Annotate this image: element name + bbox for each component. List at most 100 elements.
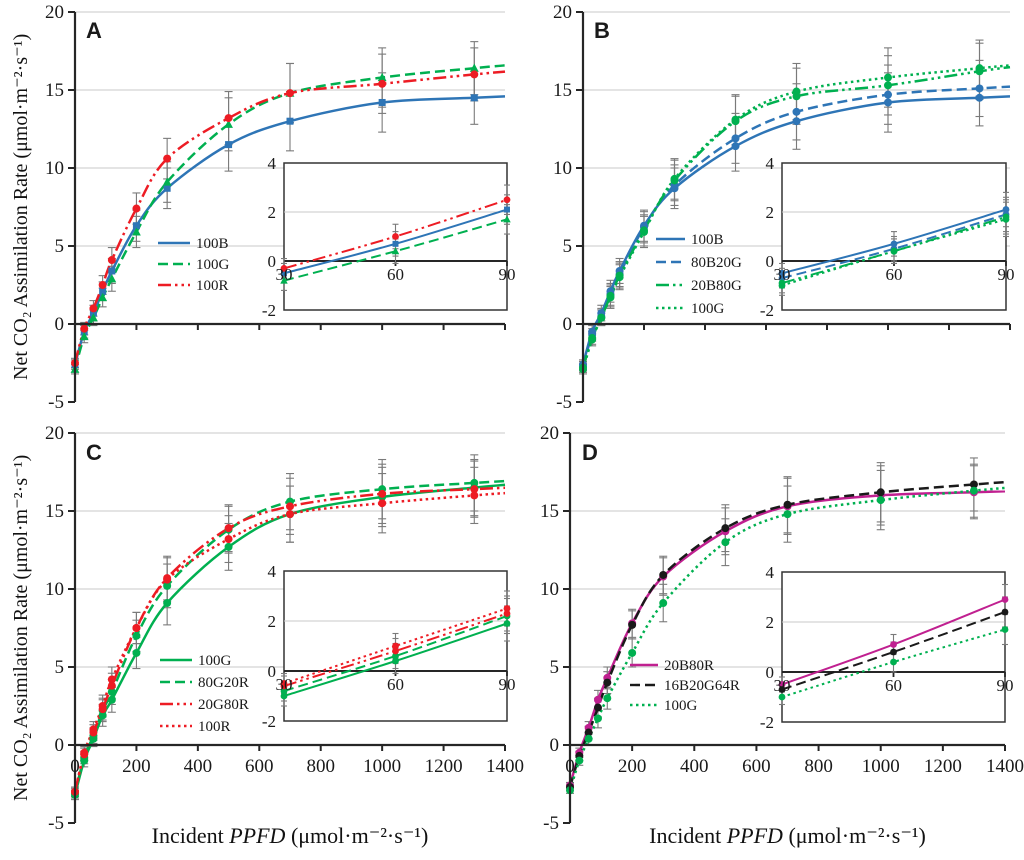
inset-y-tick-label: 0	[766, 663, 775, 682]
data-point-marker	[392, 642, 399, 650]
data-point-marker	[378, 79, 387, 88]
data-point-marker	[884, 73, 892, 82]
data-point-marker	[163, 581, 172, 590]
data-point-marker	[783, 510, 792, 519]
x-tick-label: 600	[245, 756, 274, 777]
data-point-marker	[975, 64, 984, 73]
y-tick-label: -5	[48, 392, 64, 413]
data-point-marker	[876, 496, 885, 505]
data-point-marker	[975, 84, 984, 93]
data-point-marker	[132, 624, 141, 632]
x-tick-label: 1000	[363, 756, 401, 777]
x-tick-label: 800	[804, 756, 833, 777]
data-point-marker	[107, 675, 116, 684]
legend-label-80B20G: 80B20G	[691, 255, 742, 271]
data-point-marker	[597, 313, 606, 322]
inset-y-tick-label: -2	[760, 713, 774, 732]
legend-label-80G20R: 80G20R	[198, 675, 249, 691]
inset-y-tick-label: -2	[262, 712, 276, 731]
data-point-marker	[162, 177, 172, 186]
y-tick-label: 15	[45, 80, 64, 101]
data-point-marker	[163, 154, 172, 163]
inset-x-tick-label: 60	[886, 265, 903, 284]
data-point-marker	[224, 114, 233, 123]
x-tick-label: 1400	[486, 756, 524, 777]
data-point-marker	[470, 478, 479, 487]
x-axis-label-panel-c: Incident PPFD (μmol·m⁻²·s⁻¹)	[75, 823, 505, 849]
inset-y-tick-label: 0	[766, 252, 775, 271]
y-tick-label: 10	[553, 158, 572, 179]
inset-x-tick-label: 90	[997, 676, 1014, 695]
y-tick-label: 5	[563, 236, 573, 257]
legend-label-100G: 100G	[196, 257, 230, 273]
data-point-marker	[1001, 626, 1009, 633]
legend-label-100G: 100G	[691, 301, 725, 317]
curve-100R	[73, 70, 506, 364]
data-point-marker	[792, 87, 801, 96]
legend-label-16B20G64R: 16B20G64R	[664, 678, 740, 694]
data-point-marker	[1001, 608, 1009, 616]
y-tick-label: 20	[540, 423, 559, 444]
data-point-marker	[107, 274, 117, 283]
data-point-marker	[778, 686, 786, 693]
inset-y-tick-label: 2	[766, 613, 775, 632]
inset-x-tick-label: 30	[774, 265, 791, 284]
data-point-marker	[615, 273, 624, 282]
data-point-marker	[628, 620, 637, 629]
data-point-marker	[470, 485, 479, 494]
data-point-marker	[588, 335, 597, 344]
inset-y-tick-label: 0	[268, 662, 277, 681]
data-point-marker	[593, 703, 602, 712]
inset-curve-100G	[781, 628, 1006, 698]
legend-label-20G80R: 20G80R	[198, 697, 249, 713]
y-tick-label: 0	[563, 314, 573, 335]
data-point-marker	[378, 489, 387, 498]
inset-y-tick-label: 4	[268, 154, 277, 173]
data-point-marker	[884, 98, 892, 107]
panel-letter-B: B	[594, 18, 610, 43]
y-axis-label-bottom-row: Net CO₂ Assimilation Rate (μmol·m⁻²·s⁻¹)	[10, 454, 32, 802]
panel-B-inset: -2 0 2 4 30 60 90	[760, 154, 1015, 320]
inset-x-tick-label: 90	[499, 265, 516, 284]
data-point-marker	[163, 575, 172, 584]
panel-D-inset: -2 0 2 4 30 60 90	[760, 563, 1014, 732]
inset-x-tick-label: 60	[387, 675, 404, 694]
data-point-marker	[89, 309, 97, 317]
data-point-marker	[470, 94, 478, 102]
data-point-marker	[876, 488, 885, 497]
data-point-marker	[107, 695, 116, 704]
data-point-marker	[107, 681, 116, 690]
inset-y-tick-label: 2	[766, 203, 775, 222]
data-point-marker	[603, 694, 612, 703]
data-point-marker	[1002, 215, 1010, 223]
data-point-marker	[98, 281, 107, 289]
data-point-marker	[392, 647, 399, 655]
panel-A-legend: 100B 100G 100R	[158, 236, 230, 294]
data-point-marker	[286, 510, 294, 519]
panel-C-inset: -2 0 2 4 30 60 90	[262, 562, 516, 731]
data-point-marker	[225, 141, 233, 149]
data-point-marker	[224, 119, 233, 128]
data-point-marker	[280, 680, 288, 687]
inset-y-tick-label: 2	[268, 612, 277, 631]
legend-label-100G: 100G	[664, 698, 698, 714]
legend-label-100B: 100B	[691, 232, 724, 248]
markers-100G	[566, 486, 978, 795]
legend-label-100G: 100G	[198, 653, 232, 669]
data-point-marker	[778, 274, 786, 282]
y-tick-label: 15	[540, 501, 559, 522]
x-tick-label: 200	[618, 756, 647, 777]
x-axis-label-unit: (μmol·m⁻²·s⁻¹)	[285, 823, 429, 848]
inset-y-tick-label: 2	[268, 203, 277, 222]
data-point-marker	[593, 695, 602, 704]
y-tick-label: 5	[550, 657, 560, 678]
data-point-marker	[392, 240, 399, 247]
data-point-marker	[1001, 596, 1009, 603]
data-point-marker	[163, 599, 172, 608]
data-point-marker	[503, 215, 511, 223]
data-point-marker	[884, 81, 892, 90]
x-axis-label-text: Incident	[151, 823, 230, 848]
y-tick-label: 20	[553, 2, 572, 23]
y-tick-label: 15	[553, 80, 572, 101]
